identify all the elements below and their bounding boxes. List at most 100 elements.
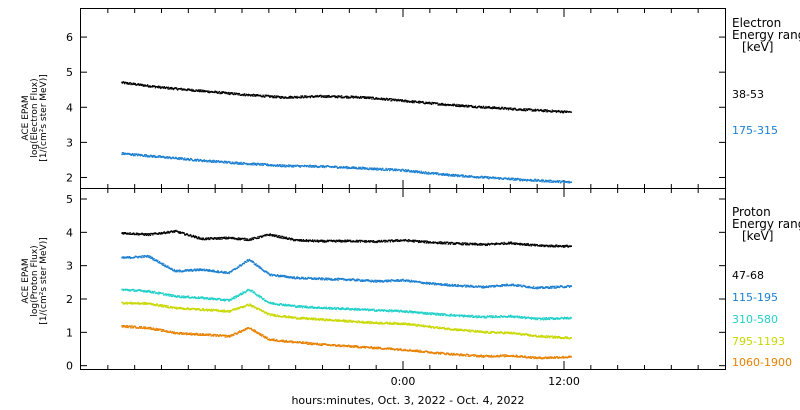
proton-data-point: [228, 299, 230, 301]
proton-data-point: [292, 238, 294, 241]
electron-data-point: [183, 158, 185, 161]
proton-data-point: [276, 274, 278, 276]
proton-data-point: [468, 243, 470, 245]
proton-data-point: [311, 305, 313, 307]
proton-data-point: [368, 279, 370, 281]
electron-data-point: [149, 156, 151, 158]
proton-data-point: [503, 241, 505, 244]
proton-data-point: [390, 309, 392, 311]
proton-data-point: [453, 243, 456, 245]
proton-data-point: [121, 232, 123, 234]
proton-data-point: [412, 239, 414, 241]
proton-data-point: [302, 240, 304, 242]
proton-data-point: [208, 269, 210, 271]
electron-data-point: [275, 97, 277, 99]
electron-data-point: [287, 165, 289, 168]
proton-data-point: [555, 244, 557, 246]
proton-data-point: [308, 307, 310, 309]
proton-data-point: [207, 237, 209, 240]
proton-data-point: [224, 272, 226, 275]
electron-data-point: [459, 175, 461, 177]
electron-data-point: [184, 157, 186, 159]
proton-data-point: [146, 233, 148, 235]
electron-data-point: [551, 179, 553, 182]
proton-data-point: [201, 268, 203, 270]
proton-data-point: [188, 295, 190, 297]
electron-data-point: [544, 180, 546, 182]
proton-data-point: [411, 310, 413, 312]
proton-data-point: [428, 241, 430, 243]
electron-data-point: [526, 109, 529, 111]
electron-data-point: [176, 88, 178, 90]
electron-data-point: [200, 89, 202, 91]
electron-data-point: [510, 107, 512, 109]
electron-data-point: [202, 91, 204, 93]
proton-data-point: [127, 257, 129, 259]
electron-data-point: [124, 83, 126, 85]
proton-data-point: [272, 303, 275, 305]
electron-data-point: [455, 173, 457, 176]
proton-data-point: [260, 295, 262, 298]
proton-data-point: [220, 236, 223, 239]
proton-data-point: [224, 272, 226, 274]
electron-data-point: [364, 96, 366, 98]
proton-data-point: [236, 238, 238, 241]
electron-data-point: [305, 166, 308, 168]
proton-data-point: [558, 245, 561, 247]
electron-data-point: [384, 98, 386, 100]
proton-data-point: [148, 256, 150, 259]
proton-data-point: [287, 304, 290, 306]
electron-data-point: [209, 160, 212, 163]
electron-data-point: [557, 180, 559, 182]
proton-data-point: [327, 239, 329, 241]
proton-data-point: [407, 239, 409, 241]
proton-data-point: [312, 240, 314, 242]
proton-data-point: [482, 287, 484, 289]
electron-data-point: [310, 165, 312, 167]
proton-data-point: [318, 241, 320, 243]
proton-data-point: [465, 284, 468, 286]
proton-data-point: [302, 276, 304, 279]
proton-data-point: [519, 315, 521, 318]
electron-data-point: [506, 178, 508, 180]
proton-data-point: [499, 243, 502, 245]
proton-data-point: [206, 270, 209, 272]
proton-data-point: [517, 283, 519, 286]
proton-data-point: [132, 233, 134, 236]
electron-data-point: [394, 168, 396, 170]
electron-data-point: [313, 165, 315, 167]
electron-data-point: [487, 106, 489, 108]
electron-data-point: [352, 95, 354, 97]
proton-data-point: [312, 307, 314, 309]
electron-data-point: [191, 88, 193, 90]
electron-data-point: [320, 96, 322, 98]
electron-data-point: [275, 165, 278, 167]
electron-data-point: [407, 170, 409, 172]
electron-data-point: [352, 97, 355, 99]
proton-data-point: [472, 242, 474, 244]
proton-data-point: [444, 313, 447, 315]
electron-data-point: [441, 173, 444, 175]
proton-data-point: [279, 274, 281, 276]
proton-data-point: [334, 279, 337, 281]
proton-data-point: [410, 279, 412, 281]
electron-data-point: [134, 83, 137, 85]
proton-data-point: [537, 286, 539, 288]
proton-data-point: [417, 311, 419, 313]
electron-data-point: [530, 179, 532, 181]
electron-data-point: [455, 105, 457, 107]
proton-data-point: [399, 280, 401, 282]
electron-data-point: [181, 89, 183, 91]
proton-data-point: [218, 236, 220, 239]
electron-data-point: [164, 87, 166, 90]
proton-data-point: [555, 245, 558, 247]
proton-data-point: [357, 240, 359, 242]
proton-data-point: [327, 307, 329, 309]
electron-data-point: [368, 96, 370, 98]
electron-data-point: [152, 85, 154, 87]
proton-data-point: [176, 271, 178, 273]
proton-data-point: [232, 297, 234, 299]
proton-data-point: [292, 304, 294, 307]
proton-data-point: [383, 240, 386, 242]
electron-data-point: [325, 166, 327, 168]
